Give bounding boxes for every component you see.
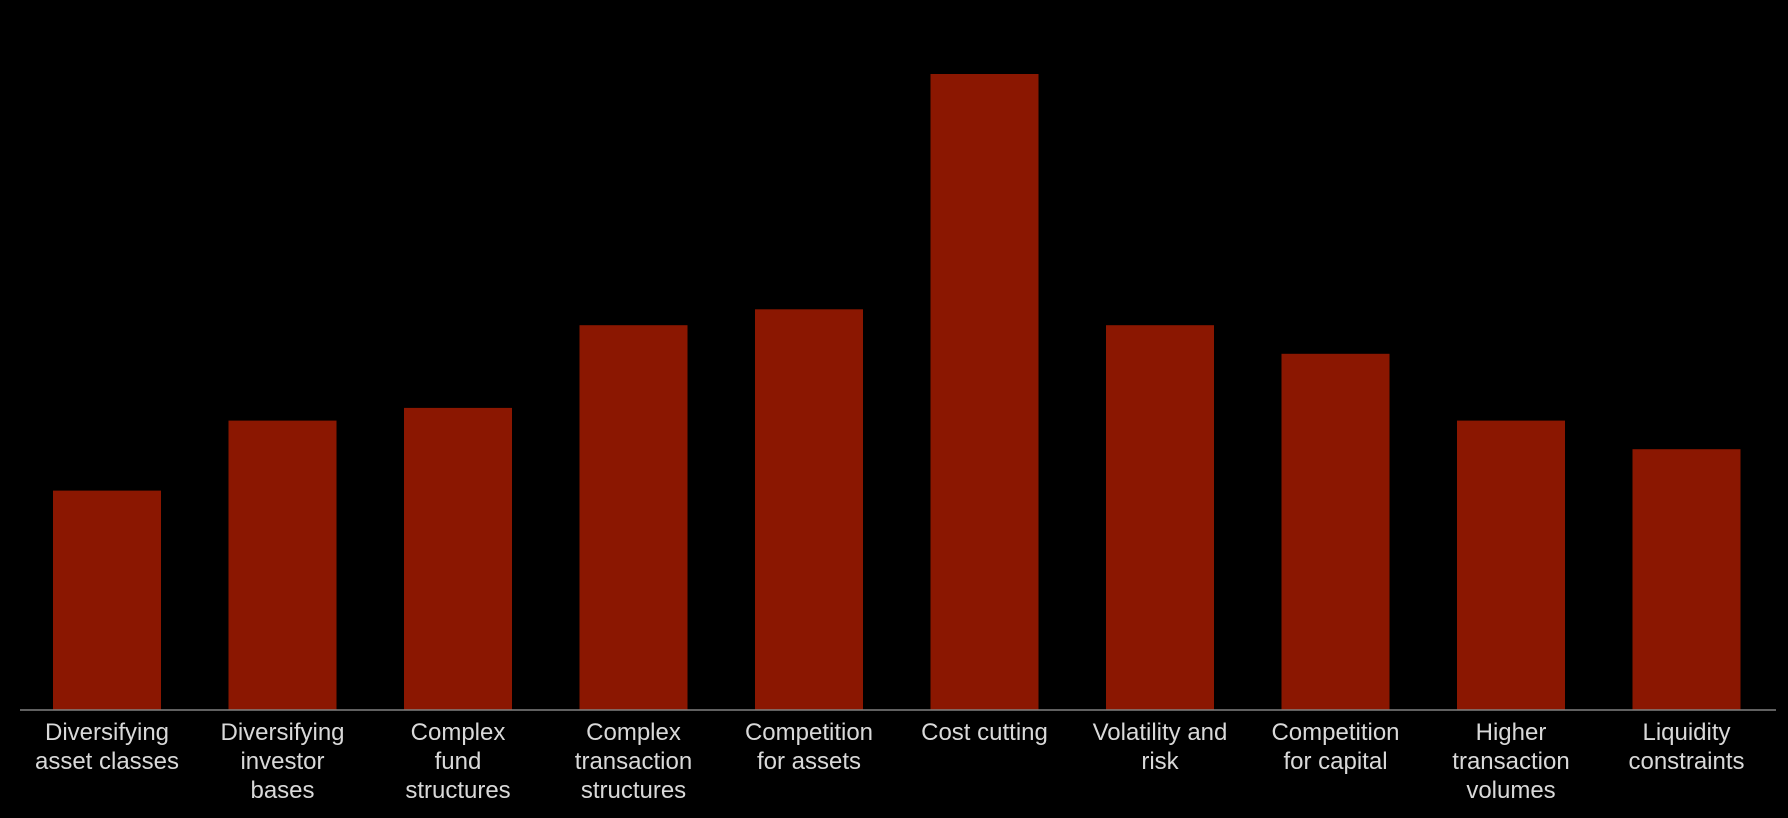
category-label-line: fund bbox=[435, 748, 482, 775]
category-label-line: risk bbox=[1141, 748, 1179, 775]
bar-6 bbox=[930, 74, 1039, 710]
category-label-line: Diversifying bbox=[45, 719, 169, 746]
bar-5 bbox=[755, 309, 863, 710]
category-label-2: Diversifying investor bases bbox=[220, 719, 344, 804]
bar-4 bbox=[579, 325, 688, 710]
category-label-line: structures bbox=[581, 777, 686, 804]
category-label-line: Cost cutting bbox=[921, 719, 1048, 746]
category-label-line: Higher bbox=[1476, 719, 1547, 746]
category-label-line: constraints bbox=[1628, 748, 1744, 775]
category-label-6: Cost cutting bbox=[921, 719, 1048, 746]
bars-group bbox=[53, 74, 1741, 710]
category-label-line: for assets bbox=[757, 748, 861, 775]
category-label-line: Liquidity bbox=[1642, 719, 1730, 746]
category-label-line: asset classes bbox=[35, 748, 179, 775]
category-label-4: Complex transaction structures bbox=[575, 719, 692, 804]
category-label-line: Competition bbox=[745, 719, 873, 746]
category-label-1: Diversifying asset classes bbox=[35, 719, 179, 775]
category-label-10: Liquidity constraints bbox=[1628, 719, 1744, 775]
category-label-line: transaction bbox=[1452, 748, 1569, 775]
bar-9 bbox=[1457, 420, 1565, 710]
bar-8 bbox=[1281, 353, 1390, 710]
category-label-5: Competition for assets bbox=[745, 719, 873, 775]
category-label-line: for capital bbox=[1283, 748, 1387, 775]
category-label-line: transaction bbox=[575, 748, 692, 775]
bar-3 bbox=[404, 407, 512, 710]
category-label-7: Volatility and risk bbox=[1093, 719, 1228, 775]
category-label-line: volumes bbox=[1466, 777, 1555, 804]
category-label-line: bases bbox=[250, 777, 314, 804]
bar-7 bbox=[1106, 325, 1214, 710]
category-label-line: Competition bbox=[1271, 719, 1399, 746]
bar-10 bbox=[1632, 449, 1741, 710]
category-label-line: Volatility and bbox=[1093, 719, 1228, 746]
category-label-3: Complex fund structures bbox=[405, 719, 510, 804]
category-label-line: Complex bbox=[586, 719, 681, 746]
category-label-line: Complex bbox=[411, 719, 506, 746]
category-label-line: structures bbox=[405, 777, 510, 804]
category-label-8: Competition for capital bbox=[1271, 719, 1399, 775]
category-label-line: Diversifying bbox=[220, 719, 344, 746]
category-label-9: Higher transaction volumes bbox=[1452, 719, 1569, 804]
category-label-line: investor bbox=[240, 748, 324, 775]
bar-1 bbox=[53, 490, 161, 710]
bar-2 bbox=[228, 420, 337, 710]
